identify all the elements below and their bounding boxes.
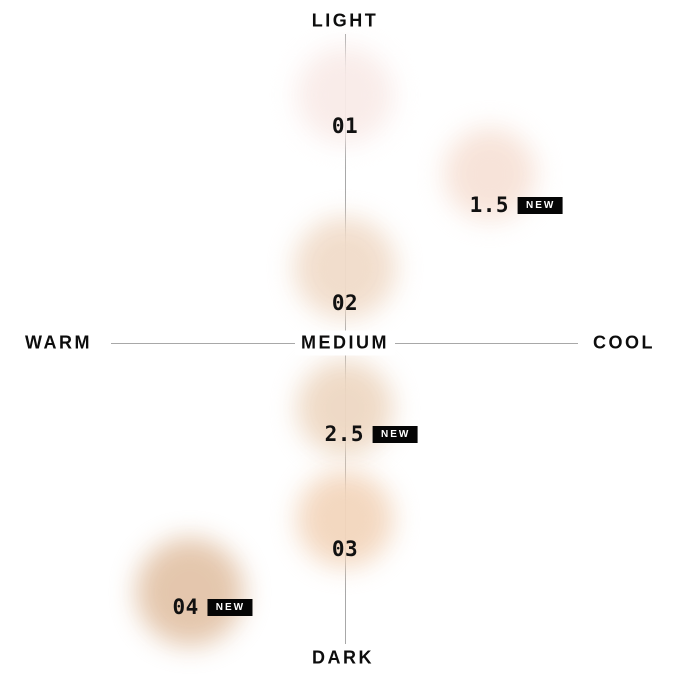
shade-number: 03 <box>331 537 359 561</box>
new-badge: NEW <box>518 196 563 214</box>
shade-label-row-2.5: 2.5 NEW <box>325 422 418 446</box>
new-badge: NEW <box>373 425 418 443</box>
shade-label-row-01: 01 <box>332 114 358 138</box>
axis-label-medium: MEDIUM <box>295 330 395 356</box>
shade-number: 04 <box>172 595 199 619</box>
shade-swatch-04 <box>136 538 244 646</box>
shade-swatch-02 <box>294 217 396 319</box>
axis-label-light: LIGHT <box>311 10 379 31</box>
shade-label-row-1.5: 1.5 NEW <box>470 193 563 217</box>
shade-number: 1.5 <box>469 193 510 217</box>
shade-label-row-02: 02 <box>332 291 358 315</box>
shade-swatch-01 <box>297 47 393 143</box>
shade-number: 2.5 <box>324 422 365 446</box>
shade-number: 01 <box>331 114 359 138</box>
shade-number: 02 <box>331 291 359 315</box>
shade-swatch-03 <box>297 471 393 567</box>
axis-label-dark: DARK <box>312 647 374 668</box>
shade-label-row-04: 04 NEW <box>172 595 253 619</box>
new-badge: NEW <box>207 598 253 616</box>
shade-label-row-03: 03 <box>332 537 358 561</box>
axis-label-warm: WARM <box>25 332 92 353</box>
axis-label-cool: COOL <box>593 332 655 353</box>
